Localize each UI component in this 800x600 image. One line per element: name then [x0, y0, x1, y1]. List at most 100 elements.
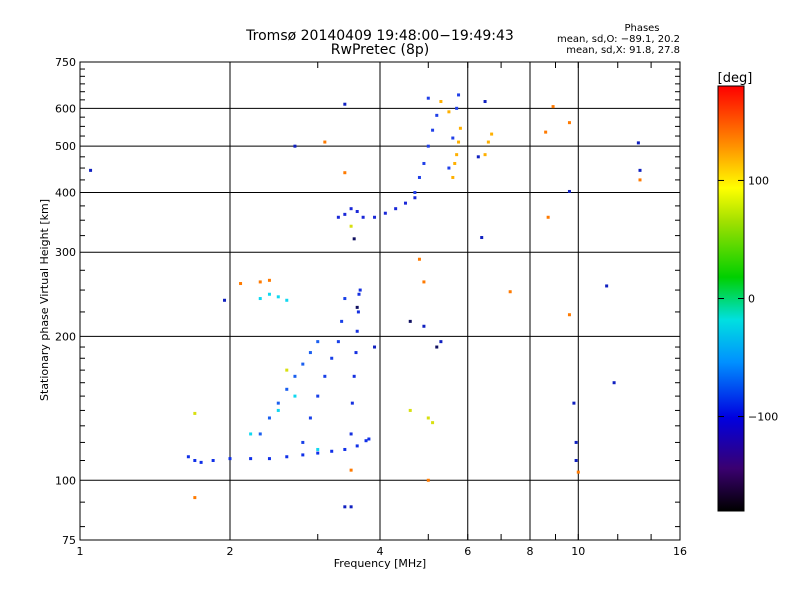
- data-point: [336, 215, 340, 219]
- gridlines: [80, 62, 680, 540]
- data-point: [323, 140, 327, 144]
- data-point: [358, 288, 362, 292]
- colorbar: [deg] 100 0 −100: [717, 71, 778, 512]
- data-point: [276, 295, 280, 299]
- data-point: [408, 319, 412, 323]
- data-point: [483, 100, 487, 104]
- data-point: [447, 110, 451, 114]
- data-point: [211, 458, 215, 462]
- data-point: [413, 196, 417, 200]
- data-point: [285, 387, 289, 391]
- data-point: [413, 190, 417, 194]
- data-point: [455, 106, 459, 110]
- data-point: [355, 329, 359, 333]
- data-point: [422, 161, 426, 165]
- data-point: [403, 201, 407, 205]
- data-point: [576, 470, 580, 474]
- data-point: [258, 280, 262, 284]
- x-tick-label: 16: [673, 545, 687, 558]
- colorbar-tick-label: −100: [748, 411, 778, 424]
- colorbar-tick-label: 100: [748, 174, 769, 187]
- data-point: [567, 121, 571, 125]
- data-point: [490, 132, 494, 136]
- data-point: [426, 416, 430, 420]
- minor-ticks: [79, 62, 680, 540]
- colorbar-ticks: 100 0 −100: [718, 174, 778, 424]
- data-point: [451, 136, 455, 140]
- data-point: [431, 421, 435, 425]
- data-point: [439, 340, 443, 344]
- data-point: [394, 207, 398, 211]
- data-point: [426, 96, 430, 100]
- data-point: [457, 93, 461, 97]
- y-tick-label: 600: [55, 102, 76, 115]
- data-point: [447, 166, 451, 170]
- stats-line-o: mean, sd,O: −89.1, 20.2: [557, 34, 680, 45]
- stats-line-x: mean, sd,X: 91.8, 27.8: [566, 45, 680, 56]
- data-point: [426, 478, 430, 482]
- data-point: [308, 351, 312, 355]
- data-point: [483, 153, 487, 157]
- data-point: [193, 411, 197, 415]
- data-point: [367, 437, 371, 441]
- data-point: [439, 100, 443, 104]
- data-point: [636, 141, 640, 145]
- data-point: [343, 505, 347, 509]
- data-point: [572, 401, 576, 405]
- data-point: [408, 408, 412, 412]
- data-point: [249, 457, 253, 461]
- data-point: [285, 298, 289, 302]
- data-point: [267, 278, 271, 282]
- data-point: [476, 155, 480, 159]
- data-point: [352, 374, 356, 378]
- data-point: [435, 345, 439, 349]
- data-point: [308, 416, 312, 420]
- data-point: [567, 313, 571, 317]
- data-point: [343, 212, 347, 216]
- data-point: [343, 447, 347, 451]
- data-point: [340, 319, 344, 323]
- data-point: [186, 455, 190, 459]
- data-point: [293, 374, 297, 378]
- data-point: [330, 449, 334, 453]
- data-point: [355, 305, 359, 309]
- data-point: [638, 168, 642, 172]
- data-point: [258, 297, 262, 301]
- data-point: [431, 128, 435, 132]
- data-point: [293, 394, 297, 398]
- stats-header: Phases: [624, 23, 659, 34]
- data-point: [426, 144, 430, 148]
- data-point: [199, 460, 203, 464]
- y-tick-label: 400: [55, 186, 76, 199]
- data-point: [267, 457, 271, 461]
- data-point: [228, 457, 232, 461]
- data-point: [354, 351, 358, 355]
- data-point: [249, 432, 253, 436]
- data-point: [544, 130, 548, 134]
- data-point: [355, 210, 359, 214]
- data-point: [276, 408, 280, 412]
- y-tick-label: 500: [55, 140, 76, 153]
- data-point: [546, 215, 550, 219]
- data-point: [451, 175, 455, 179]
- y-axis-label: Stationary phase Virtual Height [km]: [38, 199, 51, 401]
- data-point: [508, 290, 512, 294]
- data-point: [293, 144, 297, 148]
- data-point: [193, 458, 197, 462]
- data-point: [258, 432, 262, 436]
- x-axis-label: Frequency [MHz]: [334, 557, 426, 570]
- data-point: [349, 432, 353, 436]
- x-tick-label: 4: [377, 545, 384, 558]
- data-point: [276, 401, 280, 405]
- data-point: [435, 113, 439, 117]
- data-point: [336, 340, 340, 344]
- data-point: [343, 297, 347, 301]
- data-point: [455, 153, 459, 157]
- y-tick-label: 200: [55, 330, 76, 343]
- data-point: [361, 215, 365, 219]
- y-tick-label: 300: [55, 246, 76, 259]
- x-tick-label: 1: [77, 545, 84, 558]
- data-point: [316, 340, 320, 344]
- data-point: [457, 140, 461, 144]
